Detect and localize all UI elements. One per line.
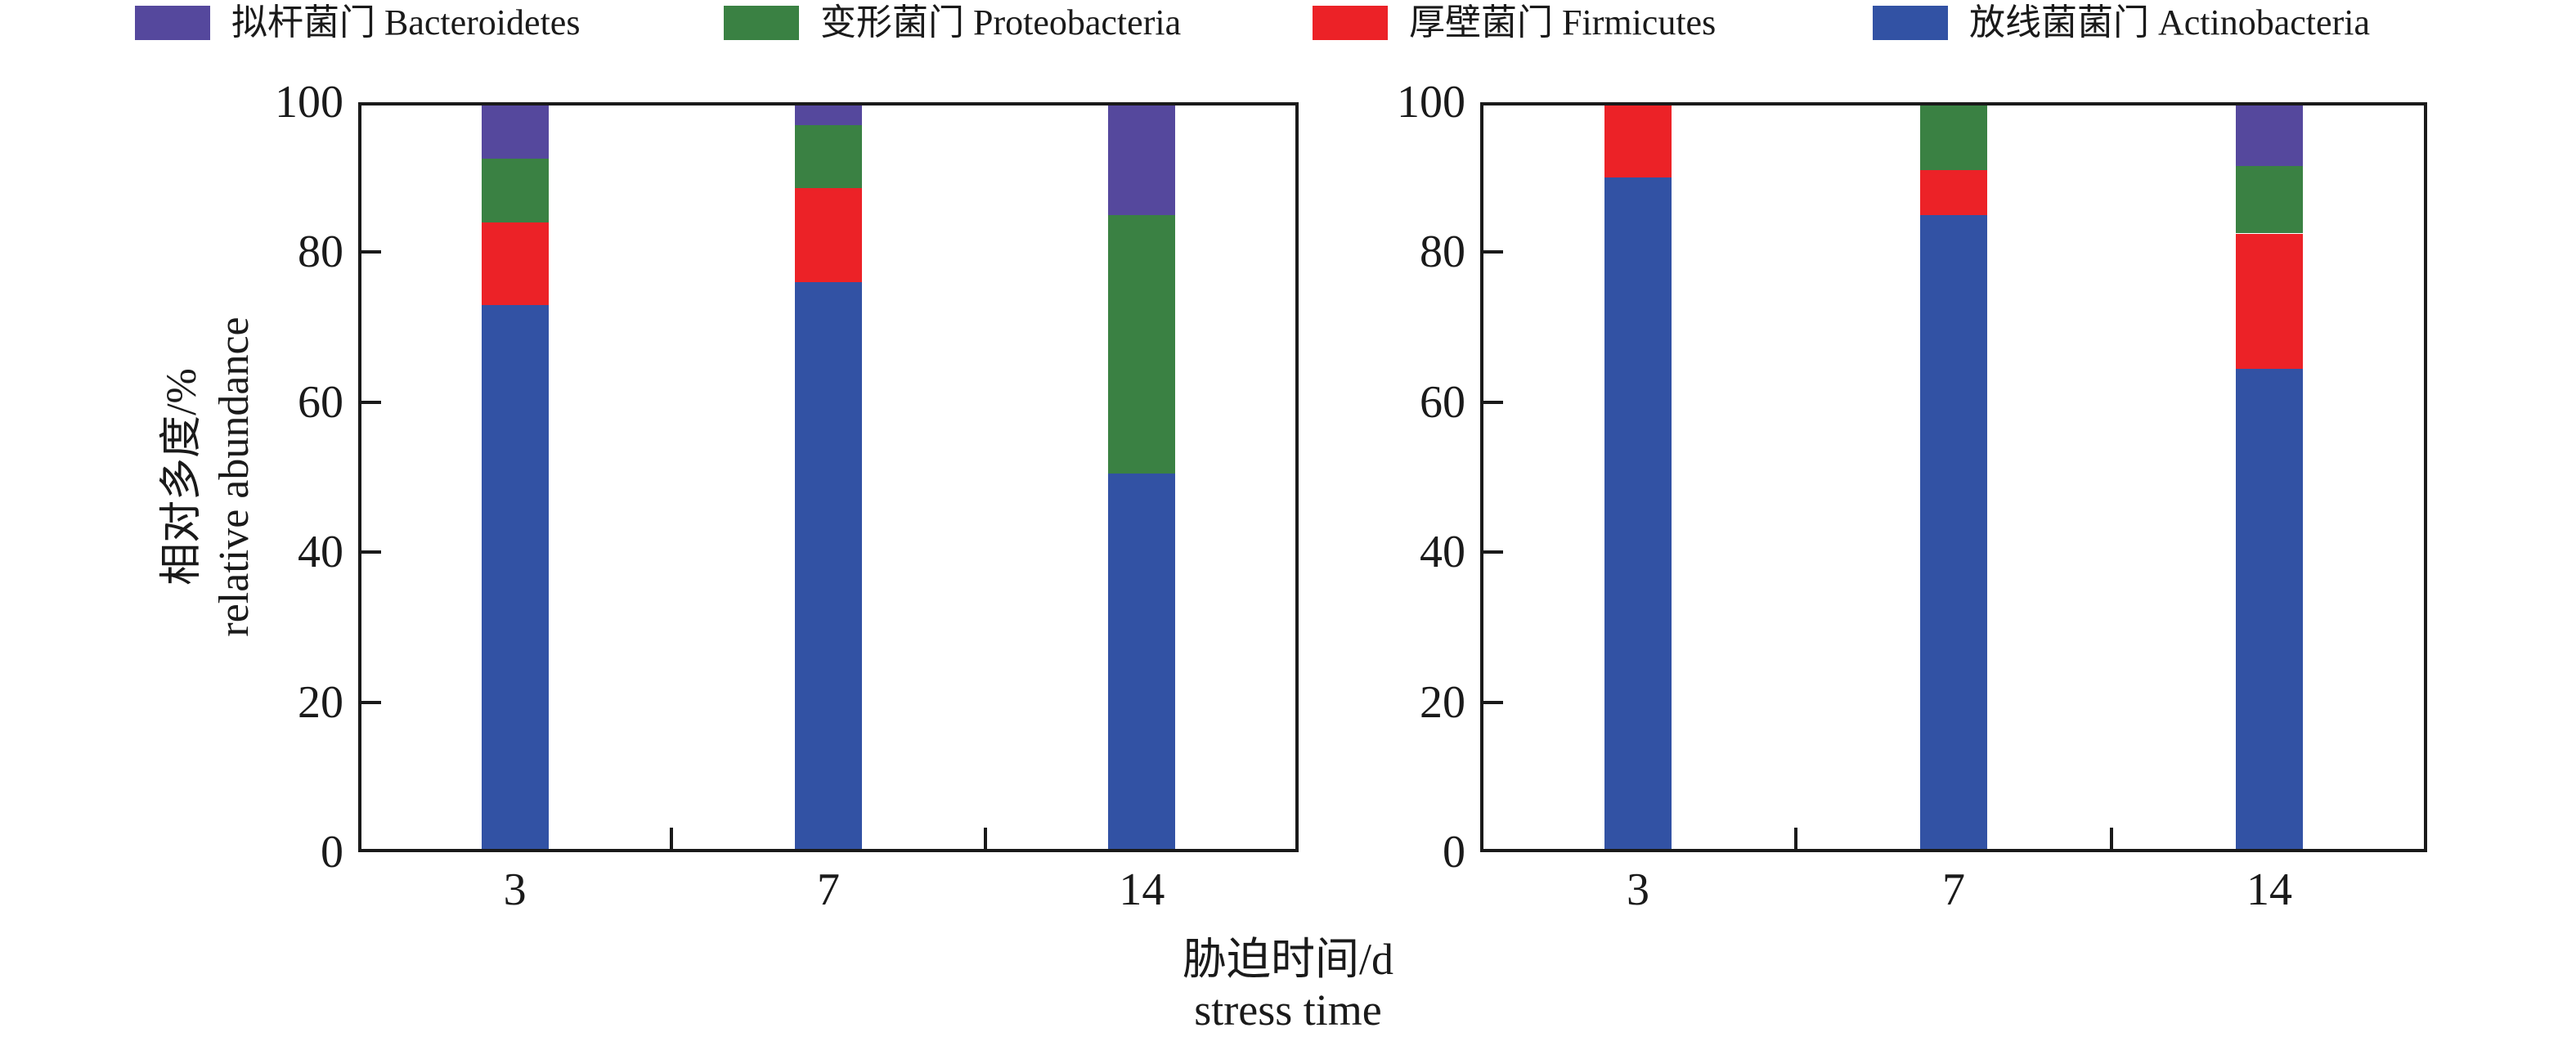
y-tick-mark-40 xyxy=(1483,550,1503,554)
y-tick-label-80: 80 xyxy=(1420,227,1465,278)
legend-label-firmicutes: 厚壁菌门 Firmicutes xyxy=(1409,2,1717,43)
bar-right-day14 xyxy=(2236,102,2303,852)
bar-segment-firmicutes xyxy=(1920,169,1987,215)
bar-segment-firmicutes xyxy=(795,188,862,283)
bar-segment-firmicutes xyxy=(1604,102,1672,177)
y-tick-mark-20 xyxy=(361,700,381,704)
x-category-label-7: 7 xyxy=(817,864,840,915)
bar-segment-bacteroidetes xyxy=(1108,102,1176,215)
legend-item-firmicutes: 厚壁菌门 Firmicutes xyxy=(1313,2,1716,44)
x-tick-mark-2 xyxy=(2109,828,2113,849)
y-tick-label-20: 20 xyxy=(298,676,343,728)
y-tick-label-40: 40 xyxy=(298,527,343,578)
bar-segment-actinobacteria xyxy=(2236,368,2303,852)
bar-segment-actinobacteria xyxy=(481,304,549,852)
bar-segment-bacteroidetes xyxy=(481,102,549,159)
bar-segment-actinobacteria xyxy=(1920,214,1987,852)
legend-swatch-actinobacteria xyxy=(1873,6,1948,40)
legend-label-proteobacteria: 变形菌门 Proteobacteria xyxy=(820,2,1182,43)
bar-segment-actinobacteria xyxy=(1604,177,1672,852)
y-tick-mark-40 xyxy=(361,550,381,554)
y-axis-title-zh: 相对多度/% xyxy=(159,368,205,586)
bar-segment-firmicutes xyxy=(2236,233,2303,369)
bar-segment-proteobacteria xyxy=(795,124,862,189)
y-tick-mark-20 xyxy=(1483,700,1503,704)
bar-segment-bacteroidetes xyxy=(2236,102,2303,166)
y-tick-label-80: 80 xyxy=(298,227,343,278)
bar-segment-firmicutes xyxy=(481,222,549,305)
x-axis-title-zh: 胁迫时间/d xyxy=(1182,935,1393,984)
bar-segment-proteobacteria xyxy=(1920,102,1987,170)
y-tick-label-60: 60 xyxy=(298,376,343,428)
y-tick-label-20: 20 xyxy=(1420,676,1465,728)
bar-right-day3 xyxy=(1604,102,1672,852)
y-tick-label-40: 40 xyxy=(1420,527,1465,578)
x-axis-title-en: stress time xyxy=(1194,985,1382,1035)
y-tick-label-100: 100 xyxy=(275,77,343,128)
legend-swatch-firmicutes xyxy=(1313,6,1388,40)
legend-swatch-bacteroidetes xyxy=(135,6,210,40)
legend-item-proteobacteria: 变形菌门 Proteobacteria xyxy=(724,2,1181,44)
x-category-label-3: 3 xyxy=(1626,864,1649,915)
x-category-label-14: 14 xyxy=(1119,864,1165,915)
x-tick-mark-1 xyxy=(1793,828,1797,849)
x-tick-mark-1 xyxy=(670,828,674,849)
y-tick-mark-80 xyxy=(1483,250,1503,254)
y-axis-title-en: relative abundance xyxy=(211,316,258,637)
bar-segment-proteobacteria xyxy=(1108,214,1176,474)
y-tick-label-0: 0 xyxy=(1443,827,1465,878)
y-axis-title: 相对多度/% relative abundance xyxy=(156,316,261,636)
legend-item-bacteroidetes: 拟杆菌门 Bacteroidetes xyxy=(135,2,580,44)
bar-segment-actinobacteria xyxy=(1108,473,1176,852)
y-tick-mark-80 xyxy=(361,250,381,254)
legend-item-actinobacteria: 放线菌菌门 Actinobacteria xyxy=(1873,2,2370,44)
x-category-label-14: 14 xyxy=(2246,864,2292,915)
y-tick-label-0: 0 xyxy=(321,827,343,878)
y-tick-mark-60 xyxy=(1483,400,1503,404)
y-tick-label-60: 60 xyxy=(1420,376,1465,428)
y-tick-mark-60 xyxy=(361,400,381,404)
bar-segment-actinobacteria xyxy=(795,282,862,852)
legend-label-bacteroidetes: 拟杆菌门 Bacteroidetes xyxy=(231,2,581,43)
bar-segment-bacteroidetes xyxy=(795,102,862,125)
bar-right-day7 xyxy=(1920,102,1987,852)
bar-segment-proteobacteria xyxy=(481,158,549,222)
bar-segment-proteobacteria xyxy=(2236,165,2303,234)
bar-left-day14 xyxy=(1108,102,1176,852)
bar-left-day7 xyxy=(795,102,862,852)
y-tick-label-100: 100 xyxy=(1397,77,1465,128)
legend-label-actinobacteria: 放线菌菌门 Actinobacteria xyxy=(1969,2,2370,43)
x-category-label-7: 7 xyxy=(1942,864,1965,915)
chart-panel-right: 0 20 40 60 80 100 3 7 14 xyxy=(1397,78,2427,914)
chart-panel-left: 0 20 40 60 80 100 3 7 14 xyxy=(275,78,1299,914)
x-category-label-3: 3 xyxy=(503,864,527,915)
x-tick-mark-2 xyxy=(983,828,987,849)
legend-swatch-proteobacteria xyxy=(724,6,799,40)
x-axis-title: 胁迫时间/d stress time xyxy=(0,934,2576,1035)
bar-left-day3 xyxy=(481,102,549,852)
